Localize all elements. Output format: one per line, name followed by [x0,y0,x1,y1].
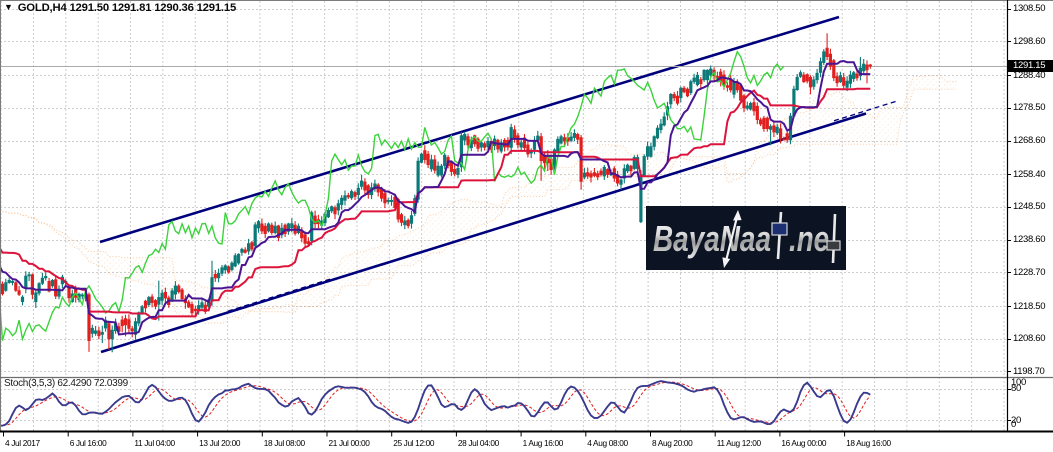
price-axis-label: 1228.70 [1013,266,1046,278]
chart-ohlc-header: ▼ GOLD,H4 1291.50 1291.81 1290.36 1291.15 [4,2,236,14]
price-axis-label: 1238.60 [1013,234,1046,246]
time-axis-label: 11 Jul 04:00 [134,438,175,448]
stoch-axis-label: 20 [1011,415,1021,427]
time-axis-label: 25 Jul 12:00 [393,438,435,448]
watermark-logo: BayaNaa .ne [653,210,841,268]
price-axis-label: 1258.40 [1013,168,1046,180]
price-axis-label: 1278.50 [1013,102,1046,114]
header-text: GOLD,H4 1291.50 1291.81 1290.36 1291.15 [17,2,237,14]
tenkan-sen-line [0,59,871,336]
watermark-text: BayaNaa [653,218,771,259]
time-axis-label: 4 Aug 08:00 [587,438,628,448]
stoch-signal-line [0,381,871,426]
time-axis-ticks [3,432,846,437]
time-axis-label: 21 Jul 00:00 [328,438,370,448]
watermark-candle-icon-2 [826,213,841,264]
channel-upper-trendline[interactable] [99,15,840,244]
price-axis-label: 1288.40 [1013,69,1046,81]
price-axis-label: 1268.60 [1013,135,1046,147]
time-axis-label: 11 Aug 12:00 [716,438,761,448]
stoch-main-line [0,380,871,427]
stochastic-indicator-label: Stoch(3,5,3) 62.4290 72.0399 [4,378,128,389]
time-axis-label: 4 Jul 2017 [5,438,40,448]
channel-lower-dashed-trendline[interactable] [833,100,898,122]
price-axis-label: 1308.50 [1013,3,1046,15]
chikou-span-line [0,50,785,342]
channel-lower-trendline[interactable] [100,112,867,354]
senkou-span-a-line [2,74,957,324]
time-axis-label: 6 Jul 16:00 [69,438,107,448]
price-axis-label: 1198.70 [1013,365,1045,377]
stoch-axis-label: 80 [1011,383,1021,395]
price-axis-label: 1218.50 [1013,300,1046,312]
price-axis-label: 1248.50 [1013,201,1046,213]
time-axis-label: 8 Aug 20:00 [652,438,693,448]
time-axis-label: 13 Jul 20:00 [199,438,241,448]
time-axis-label: 1 Aug 16:00 [522,438,564,448]
time-axis-label: 28 Jul 04:00 [457,438,499,448]
stoch-axis-label: 0 [1011,418,1016,430]
price-axis-label: 1298.60 [1013,35,1046,47]
time-axis-label: 16 Aug 00:00 [781,438,827,448]
watermark-banner: BayaNaa .ne [646,206,846,270]
price-axis-ticks [1007,9,1011,421]
watermark-candle-icon-1 [771,211,788,260]
price-axis-label: 1208.60 [1013,333,1046,345]
senkou-span-b-line [2,88,957,313]
watermark-arrow-icon [722,210,742,268]
watermark-text-2: .ne [789,218,829,259]
symbol-collapse-icon[interactable]: ▼ [4,2,13,12]
time-axis-label: 18 Jul 08:00 [263,438,305,448]
current-price-tag: 1291.15 [1008,60,1053,73]
time-axis-label: 18 Aug 16:00 [846,438,891,448]
stoch-axis-label: 100 [1011,377,1026,389]
